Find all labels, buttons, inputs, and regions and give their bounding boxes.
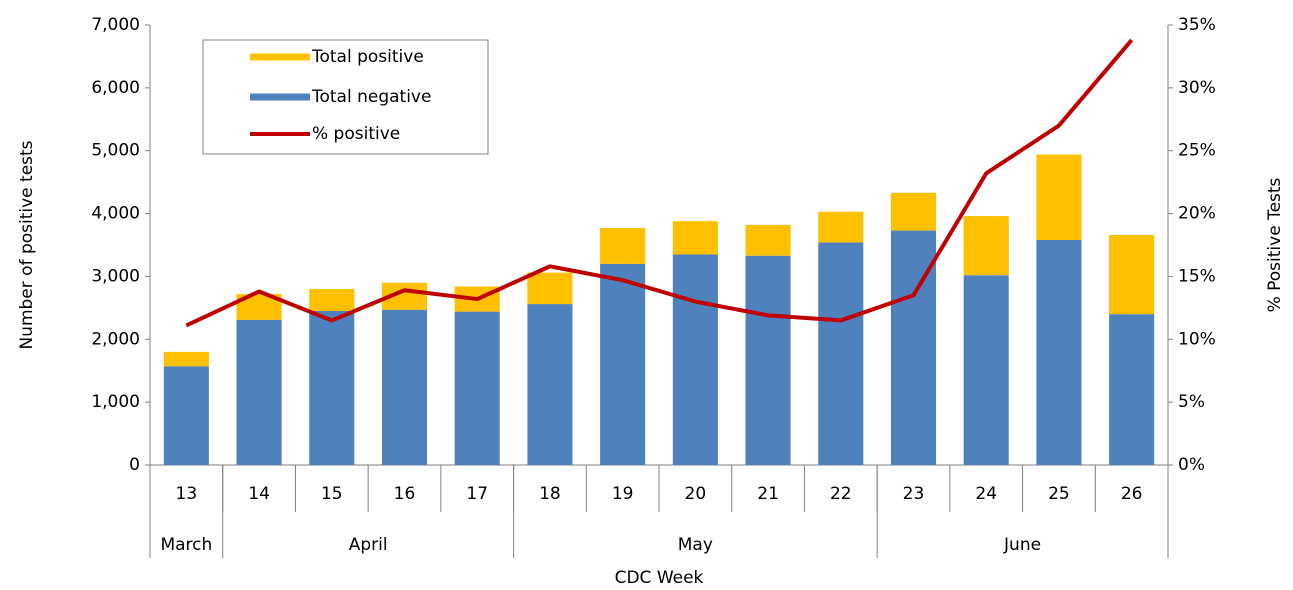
bar — [600, 263, 646, 465]
group-label: May — [678, 535, 713, 555]
y2-axis-title: % Positive Tests — [1265, 177, 1285, 312]
group-label: March — [160, 535, 212, 555]
x-tick-label: 23 — [903, 484, 925, 504]
x-tick-label: 22 — [830, 484, 852, 504]
bar — [1036, 154, 1082, 240]
bar — [818, 211, 864, 243]
y-tick-label: 5,000 — [91, 141, 140, 161]
y-tick-label: 3,000 — [91, 266, 140, 286]
y-tick-label: 2,000 — [91, 329, 140, 349]
bar — [309, 289, 355, 311]
x-tick-label: 21 — [757, 484, 779, 504]
bar — [963, 275, 1009, 465]
x-tick-label: 19 — [612, 484, 634, 504]
bar — [672, 254, 718, 465]
x-axis-title: CDC Week — [615, 568, 704, 588]
y2-tick-label: 35% — [1178, 15, 1216, 35]
x-tick-label: 20 — [685, 484, 707, 504]
bar — [1109, 234, 1155, 315]
bar — [818, 242, 864, 465]
y2-tick-label: 10% — [1178, 329, 1216, 349]
bar — [890, 192, 937, 231]
bar — [381, 309, 428, 465]
bar — [600, 228, 646, 264]
legend-label: Total positive — [311, 47, 424, 67]
y-tick-label: 6,000 — [91, 78, 140, 98]
group-label: June — [1003, 535, 1041, 555]
x-tick-label: 16 — [394, 484, 416, 504]
bar — [1109, 314, 1155, 465]
bar — [309, 311, 355, 465]
x-tick-label: 14 — [248, 484, 270, 504]
y2-tick-label: 15% — [1178, 266, 1216, 286]
bar — [236, 319, 282, 465]
x-tick-label: 24 — [975, 484, 997, 504]
x-tick-label: 18 — [539, 484, 561, 504]
y-tick-label: 0 — [129, 455, 140, 475]
legend-label: Total negative — [311, 87, 431, 107]
y2-tick-label: 20% — [1178, 204, 1216, 224]
bar — [163, 366, 209, 465]
bar — [745, 255, 791, 465]
x-tick-label: 26 — [1121, 484, 1143, 504]
x-tick-label: 17 — [466, 484, 488, 504]
bar — [454, 311, 500, 465]
y2-tick-label: 30% — [1178, 78, 1216, 98]
y-axis-title: Number of positive tests — [17, 140, 37, 349]
x-tick-label: 15 — [321, 484, 343, 504]
bar — [527, 272, 573, 305]
y2-tick-label: 0% — [1178, 455, 1205, 475]
y-tick-label: 1,000 — [91, 392, 140, 412]
x-tick-label: 25 — [1048, 484, 1070, 504]
y2-tick-label: 5% — [1178, 392, 1205, 412]
x-tick-label: 13 — [176, 484, 198, 504]
bar — [163, 351, 209, 367]
legend-label: % positive — [312, 124, 400, 144]
bar — [745, 224, 791, 256]
group-label: April — [349, 535, 388, 555]
bar — [1036, 239, 1082, 465]
bar — [527, 304, 573, 465]
y2-tick-label: 25% — [1178, 141, 1216, 161]
bar — [963, 216, 1009, 276]
y-tick-label: 4,000 — [91, 204, 140, 224]
line-series — [185, 38, 1134, 328]
bar — [672, 221, 718, 255]
y-tick-label: 7,000 — [91, 15, 140, 35]
